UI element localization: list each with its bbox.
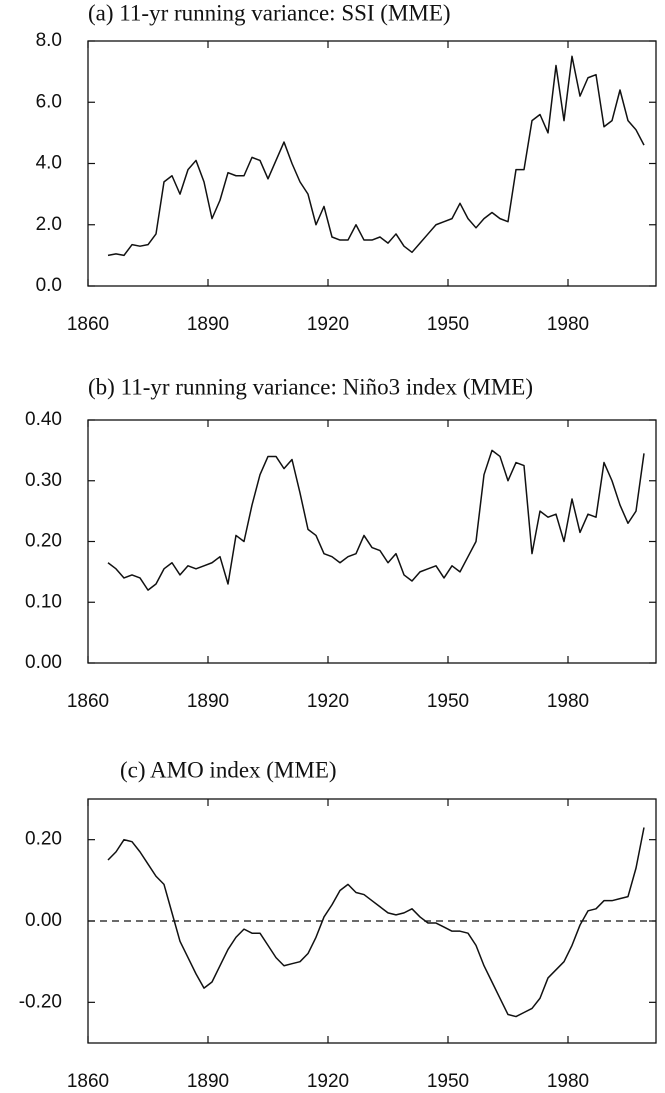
plot-frame xyxy=(87,419,657,664)
x-tick-label: 1860 xyxy=(67,314,109,335)
data-line xyxy=(107,55,645,257)
x-tick-label: 1950 xyxy=(427,314,469,335)
y-tick-label: 0.40 xyxy=(25,409,62,430)
plot-frame xyxy=(87,40,657,287)
x-tick-label: 1980 xyxy=(547,691,589,712)
y-tick-label: 0.20 xyxy=(25,531,62,552)
y-tick-label: 0.20 xyxy=(25,829,62,850)
x-tick-label: 1890 xyxy=(187,1071,229,1092)
x-tick-label: 1890 xyxy=(187,314,229,335)
x-tick-label: 1860 xyxy=(67,1071,109,1092)
y-tick-label: 4.0 xyxy=(36,153,62,174)
y-tick-label: 0.00 xyxy=(25,910,62,931)
panel-title: (b) 11-yr running variance: Niño3 index … xyxy=(88,374,533,399)
x-tick-label: 1920 xyxy=(307,314,349,335)
panel-title: (a) 11-yr running variance: SSI (MME) xyxy=(88,0,451,25)
x-tick-label: 1860 xyxy=(67,691,109,712)
x-tick-label: 1950 xyxy=(427,1071,469,1092)
y-tick-label: 2.0 xyxy=(36,214,62,235)
y-tick-label: 0.10 xyxy=(25,591,62,612)
y-tick-label: 0.30 xyxy=(25,470,62,491)
data-line xyxy=(107,449,645,591)
x-tick-label: 1950 xyxy=(427,691,469,712)
y-tick-label: 6.0 xyxy=(36,91,62,112)
x-tick-label: 1980 xyxy=(547,1071,589,1092)
y-tick-label: -0.20 xyxy=(19,991,62,1012)
y-tick-label: 0.0 xyxy=(36,275,62,296)
x-tick-label: 1920 xyxy=(307,691,349,712)
y-tick-label: 8.0 xyxy=(36,30,62,51)
data-line xyxy=(107,827,645,1018)
panel-title: (c) AMO index (MME) xyxy=(120,757,337,782)
x-tick-label: 1920 xyxy=(307,1071,349,1092)
x-tick-label: 1890 xyxy=(187,691,229,712)
x-tick-label: 1980 xyxy=(547,314,589,335)
y-tick-label: 0.00 xyxy=(25,652,62,673)
